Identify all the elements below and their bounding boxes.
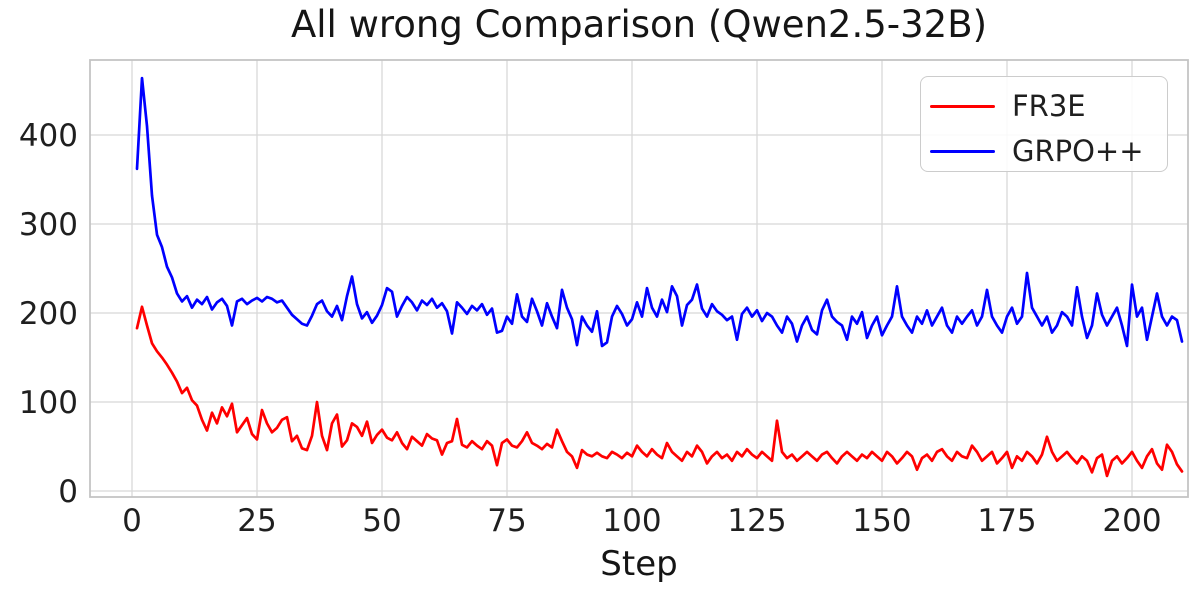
y-tick-label: 300: [19, 207, 78, 243]
x-tick-label: 75: [487, 503, 526, 539]
y-tick-label: 100: [19, 385, 78, 421]
y-tick-label: 200: [19, 296, 78, 332]
legend-label-fr3e: FR3E: [1012, 89, 1086, 123]
chart-title: All wrong Comparison (Qwen2.5-32B): [290, 3, 988, 46]
x-tick-label: 200: [1102, 503, 1161, 539]
legend-line-grpopp: [930, 149, 995, 154]
y-tick-label: 0: [58, 474, 78, 510]
legend-line-fr3e: [930, 104, 995, 109]
legend-item-fr3e: FR3E: [921, 84, 1167, 129]
series-line-grpo++: [135, 76, 1184, 348]
x-tick-label: 25: [237, 503, 276, 539]
y-tick-label: 400: [19, 118, 78, 154]
x-tick-label: 175: [977, 503, 1036, 539]
x-tick-label: 0: [122, 503, 142, 539]
legend-label-grpopp: GRPO++: [1012, 134, 1144, 168]
x-axis-label: Step: [600, 544, 678, 584]
x-tick-label: 125: [727, 503, 786, 539]
legend-item-grpopp: GRPO++: [921, 129, 1167, 174]
series-line-fr3e: [135, 305, 1184, 478]
x-tick-label: 150: [852, 503, 911, 539]
legend: FR3E GRPO++: [920, 76, 1168, 172]
x-tick-label: 100: [602, 503, 661, 539]
x-tick-label: 50: [362, 503, 401, 539]
axes-spine: [89, 59, 1189, 498]
